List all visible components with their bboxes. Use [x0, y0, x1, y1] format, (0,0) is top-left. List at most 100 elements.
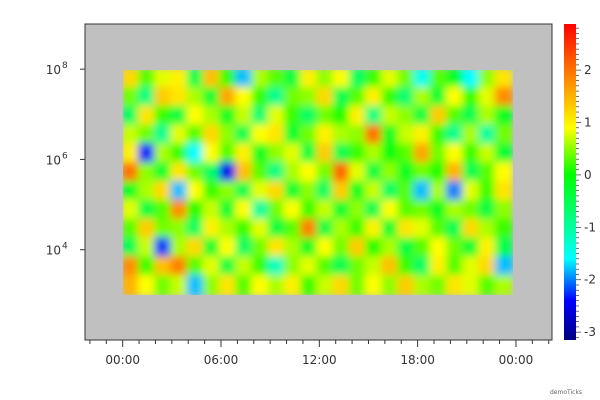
heatmap-cell [202, 105, 221, 127]
y-tick-label: 10 [46, 63, 61, 77]
heatmap-cell [154, 70, 173, 89]
heatmap-cell [267, 124, 286, 146]
heatmap-cell [478, 86, 497, 108]
heatmap-cell [478, 256, 497, 278]
heatmap-cell [381, 275, 400, 295]
heatmap-cell [478, 105, 497, 127]
heatmap-cell [218, 199, 238, 221]
x-tick-label: 00:00 [499, 353, 534, 367]
heatmap-cell [381, 256, 400, 278]
heatmap-cell [170, 86, 189, 108]
heatmap-cell [218, 256, 238, 278]
heatmap-cell [123, 162, 140, 183]
heatmap-cell [235, 162, 254, 183]
heatmap-cell [186, 275, 205, 295]
heatmap-cell [397, 70, 416, 89]
heatmap-cell [123, 237, 140, 259]
heatmap-cell [381, 237, 400, 259]
heatmap-cell [300, 256, 319, 278]
heatmap-cell [429, 70, 448, 89]
heatmap-cell [494, 218, 513, 240]
heatmap-cell [332, 124, 351, 146]
heatmap-cell [186, 70, 205, 89]
heatmap-cell [381, 162, 400, 183]
y-tick-label: 10 [46, 153, 61, 167]
heatmap-cell [332, 105, 351, 127]
heatmap-cell [397, 143, 416, 165]
heatmap-cell [316, 218, 335, 240]
heatmap-cell [218, 86, 238, 108]
heatmap-cell [332, 275, 351, 295]
heatmap-cell [397, 181, 416, 202]
heatmap-cell [429, 124, 448, 146]
heatmap-cell [397, 218, 416, 240]
heatmap-cell [478, 181, 497, 202]
heatmap-cell [413, 275, 432, 295]
heatmap-cell [413, 199, 432, 221]
colorbar-tick-label: -1 [584, 220, 596, 234]
x-tick-label: 00:00 [105, 353, 140, 367]
heatmap-cell [251, 70, 270, 89]
x-tick-label: 06:00 [204, 353, 239, 367]
heatmap-cell [154, 218, 173, 240]
heatmap-cell [397, 256, 416, 278]
heatmap-cell [137, 105, 157, 127]
heatmap-cell [397, 86, 416, 108]
heatmap-cell [170, 70, 189, 89]
heatmap-cell [137, 256, 157, 278]
heatmap-cell [267, 275, 286, 295]
heatmap-cell [186, 199, 205, 221]
heatmap-cell [186, 218, 205, 240]
heatmap-cell [348, 124, 367, 146]
x-axis: 00:00 06:00 12:00 18:00 00:00 [89, 340, 550, 367]
heatmap-cell [364, 199, 384, 221]
y-tick-label: 10 [46, 244, 61, 258]
heatmap-cell [445, 143, 465, 165]
heatmap-cell [478, 70, 497, 89]
heatmap-cell [235, 124, 254, 146]
heatmap-cell [364, 218, 384, 240]
heatmap-cell [300, 105, 319, 127]
heatmap-cell [137, 70, 157, 89]
heatmap-cell [137, 181, 157, 202]
heatmap-cell [154, 256, 173, 278]
heatmap-cell [348, 181, 367, 202]
heatmap-cell [332, 86, 351, 108]
heatmap-cell [462, 275, 481, 295]
heatmap-cell [462, 181, 481, 202]
heatmap-cell [137, 199, 157, 221]
heatmap-cell [462, 218, 481, 240]
heatmap-cell [413, 124, 432, 146]
heatmap-cell [267, 70, 286, 89]
heatmap-cell [154, 105, 173, 127]
heatmap-cell [316, 162, 335, 183]
colorbar-tick-label: 1 [584, 116, 592, 130]
heatmap-cell [364, 124, 384, 146]
colorbar-tick-label: -3 [584, 325, 596, 339]
heatmap-cell [316, 86, 335, 108]
heatmap-cell [218, 143, 238, 165]
heatmap-cell [123, 218, 140, 240]
heatmap-cell [170, 237, 189, 259]
heatmap-cell [251, 162, 270, 183]
heatmap-cell [202, 275, 221, 295]
heatmap-cell [137, 143, 157, 165]
heatmap-cell [397, 162, 416, 183]
heatmap-cell [300, 181, 319, 202]
heatmap-cell [218, 218, 238, 240]
heatmap-cell [251, 105, 270, 127]
heatmap-cell [332, 143, 351, 165]
heatmap-cell [381, 105, 400, 127]
y-tick-exponent: 4 [62, 242, 68, 252]
x-tick-label: 18:00 [400, 353, 435, 367]
heatmap-cell [332, 218, 351, 240]
heatmap-cell [123, 143, 140, 165]
heatmap-cell [251, 86, 270, 108]
heatmap-cell [202, 86, 221, 108]
heatmap-cell [478, 237, 497, 259]
heatmap-cell [348, 70, 367, 89]
heatmap-cell [348, 237, 367, 259]
heatmap-cell [413, 162, 432, 183]
x-tick-label: 12:00 [302, 353, 337, 367]
heatmap-cell [494, 199, 513, 221]
